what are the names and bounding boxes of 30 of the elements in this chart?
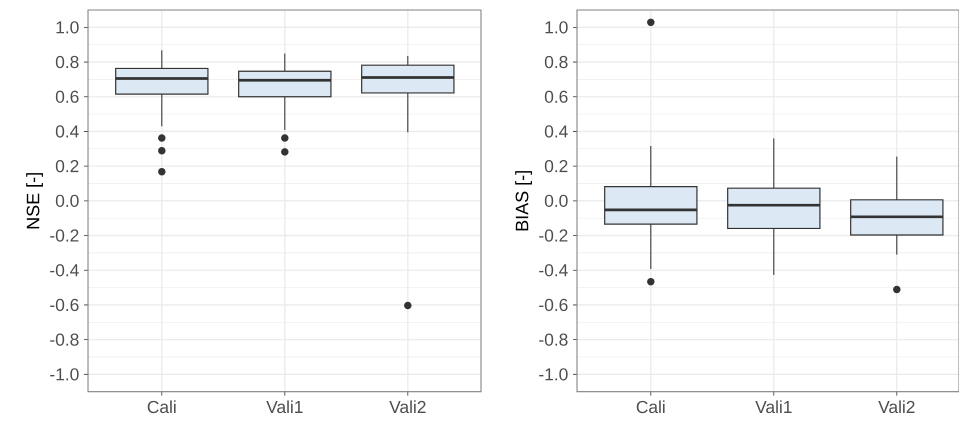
y-tick-label: -0.8 xyxy=(539,333,568,346)
y-tick-label: -0.2 xyxy=(50,229,78,242)
x-tick-label: Cali xyxy=(636,400,665,414)
x-tick-label: Vali1 xyxy=(266,400,303,414)
y-tick-label: 0.4 xyxy=(56,125,79,138)
y-tick-label: -0.4 xyxy=(50,264,79,276)
y-tick-label: 0.2 xyxy=(544,160,568,172)
y-tick-label: 0.8 xyxy=(544,56,568,68)
y-tick-label: -0.8 xyxy=(50,333,79,346)
y-tick-label: -0.6 xyxy=(539,298,568,312)
y-tick-label: 1.0 xyxy=(546,21,568,34)
x-tick-label: Vali2 xyxy=(878,400,915,414)
y-tick-label: 1.0 xyxy=(56,21,79,34)
x-tick-label: Vali1 xyxy=(755,400,792,414)
x-tick-label: Cali xyxy=(148,400,176,414)
y-tick-label: 0.4 xyxy=(544,125,568,138)
y-tick-label: 0.6 xyxy=(544,90,568,103)
y-tick-label: -0.4 xyxy=(539,264,568,276)
y-tick-label: 0.0 xyxy=(544,194,568,207)
x-tick-label: Vali2 xyxy=(389,400,426,414)
y-tick-label: -1.0 xyxy=(539,368,568,380)
y-axis-title: NSE [-] xyxy=(26,173,43,228)
y-tick-label: -1.0 xyxy=(50,368,79,380)
y-tick-label: -0.2 xyxy=(539,229,568,242)
y-tick-label: 0.0 xyxy=(56,194,79,207)
y-axis-title: BIAS [-] xyxy=(515,171,532,230)
y-tick-label: -0.6 xyxy=(50,298,79,312)
y-tick-label: 0.6 xyxy=(56,90,79,103)
y-tick-label: 0.2 xyxy=(56,160,78,172)
y-tick-label: 0.8 xyxy=(56,56,79,68)
